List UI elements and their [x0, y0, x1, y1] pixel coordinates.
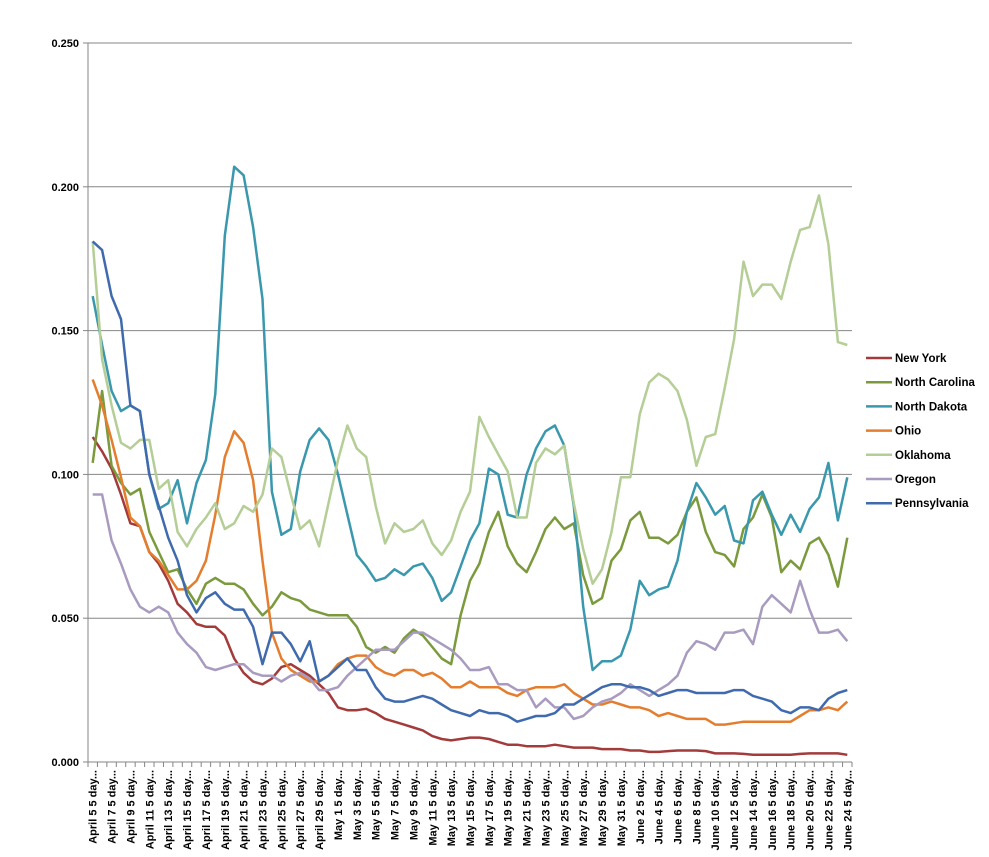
- x-tick-label: April 7 5 day...: [107, 770, 119, 844]
- x-tick-label: June 24 5 day...: [842, 770, 854, 851]
- legend-label: Oregon: [895, 474, 936, 486]
- x-tick-label: April 27 5 day...: [295, 770, 307, 850]
- x-tick-label: May 29 5 day...: [597, 770, 609, 846]
- series-line-new-york: [91, 436, 848, 757]
- legend-label: Pennsylvania: [895, 498, 969, 510]
- x-tick-label: May 9 5 day...: [408, 770, 420, 840]
- x-tick-label: May 5 5 day...: [371, 770, 383, 840]
- x-tick-label: May 1 5 day...: [333, 770, 345, 840]
- x-tick-label: April 13 5 day...: [163, 770, 175, 850]
- y-tick-label: 0.000: [51, 757, 79, 769]
- x-tick-label: May 23 5 day...: [540, 770, 552, 846]
- x-tick-label: April 11 5 day...: [144, 770, 156, 849]
- x-tick-label: June 20 5 day...: [805, 770, 817, 851]
- x-tick-label: May 7 5 day...: [390, 770, 402, 840]
- legend-label: North Dakota: [895, 401, 968, 413]
- series-line-pennsylvania: [91, 240, 848, 723]
- legend-label: New York: [895, 353, 947, 365]
- x-tick-label: May 17 5 day...: [484, 770, 496, 846]
- legend-label: North Carolina: [895, 377, 975, 389]
- x-tick-label: April 23 5 day...: [257, 770, 269, 850]
- legend-label: Ohio: [895, 426, 921, 438]
- x-tick-label: May 11 5 day...: [427, 770, 439, 846]
- x-tick-label: May 3 5 day...: [352, 770, 364, 840]
- x-tick-label: May 21 5 day...: [522, 770, 534, 846]
- x-tick-label: April 25 5 day...: [276, 770, 288, 850]
- y-tick-label: 0.050: [51, 613, 79, 625]
- x-tick-label: June 12 5 day...: [729, 770, 741, 851]
- x-tick-label: April 21 5 day...: [239, 770, 251, 850]
- series-line-oregon: [92, 493, 849, 721]
- x-tick-label: April 5 5 day...: [88, 770, 100, 844]
- x-tick-label: June 4 5 day...: [654, 770, 666, 844]
- x-tick-label: April 29 5 day...: [314, 770, 326, 850]
- x-tick-label: April 17 5 day...: [201, 770, 213, 850]
- x-tick-label: June 18 5 day...: [786, 770, 798, 851]
- y-tick-label: 0.100: [51, 469, 79, 481]
- y-tick-label: 0.200: [51, 182, 79, 194]
- x-tick-label: June 8 5 day...: [691, 770, 703, 844]
- series-line-north-dakota: [91, 165, 849, 672]
- x-tick-label: June 2 5 day...: [635, 770, 647, 844]
- y-tick-label: 0.250: [51, 38, 79, 50]
- x-tick-label: June 6 5 day...: [673, 770, 685, 844]
- x-tick-label: May 19 5 day...: [503, 770, 515, 846]
- series-line-oklahoma: [91, 194, 848, 585]
- x-tick-label: May 25 5 day...: [559, 770, 571, 846]
- series-line-north-carolina: [91, 389, 849, 666]
- series-line-ohio: [91, 379, 849, 726]
- x-tick-label: June 22 5 day...: [823, 770, 835, 851]
- x-tick-label: May 31 5 day...: [616, 770, 628, 846]
- x-tick-label: June 14 5 day...: [748, 770, 760, 851]
- y-tick-label: 0.150: [51, 326, 79, 338]
- legend-label: Oklahoma: [895, 450, 951, 462]
- x-tick-label: May 13 5 day...: [446, 770, 458, 846]
- x-tick-label: May 27 5 day...: [578, 770, 590, 846]
- x-tick-label: June 10 5 day...: [710, 770, 722, 851]
- x-tick-label: April 9 5 day...: [125, 770, 137, 844]
- x-tick-label: April 19 5 day...: [220, 770, 232, 850]
- x-tick-label: May 15 5 day...: [465, 770, 477, 846]
- x-tick-label: June 16 5 day...: [767, 770, 779, 851]
- x-tick-label: April 15 5 day...: [182, 770, 194, 850]
